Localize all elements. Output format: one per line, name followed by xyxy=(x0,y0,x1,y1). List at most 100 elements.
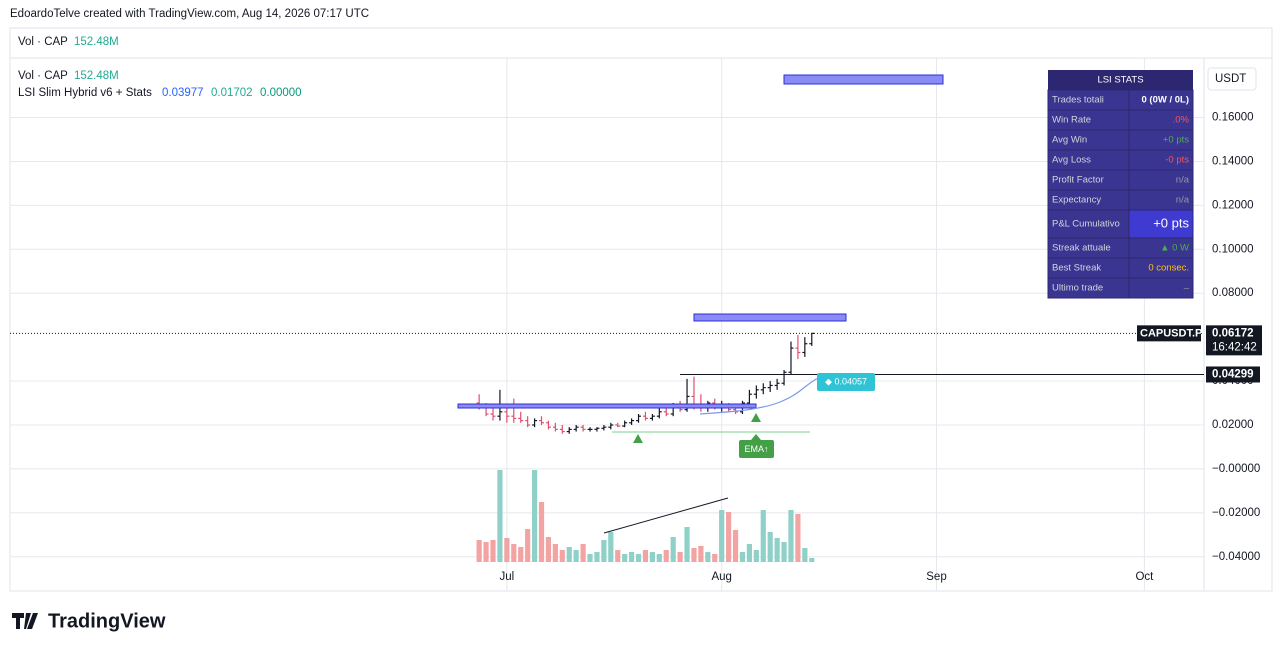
volume-name: Vol · CAP xyxy=(18,36,68,48)
ema-tag-box xyxy=(739,440,774,458)
volume-bar xyxy=(663,550,669,562)
level-box xyxy=(1206,366,1260,383)
ema-line xyxy=(699,377,819,415)
stats-label: Avg Loss xyxy=(1052,155,1091,166)
zone-box xyxy=(693,313,847,322)
y-tick-label: 0.10000 xyxy=(1212,243,1254,255)
stats-value: n/a xyxy=(1176,175,1190,186)
volume-bar xyxy=(559,550,565,562)
y-tick-label: 0.14000 xyxy=(1212,155,1254,167)
volume-bar xyxy=(739,552,746,562)
symbol-label: CAPUSDT.P xyxy=(1140,327,1202,339)
volume-bar xyxy=(504,538,510,562)
volume-bar xyxy=(601,540,607,562)
header: EdoardoTelve created with TradingView.co… xyxy=(10,8,369,20)
x-tick-label: Oct xyxy=(1135,571,1154,583)
indicator-name: LSI Slim Hybrid v6 + Stats xyxy=(18,87,152,99)
volume-bar xyxy=(767,532,773,562)
volume-bar xyxy=(719,510,725,562)
volume-bar xyxy=(573,550,579,562)
volume-bar xyxy=(698,546,704,562)
tag-pointer xyxy=(751,434,761,440)
volume-bar xyxy=(656,554,662,562)
stats-value: .0% xyxy=(1173,115,1190,126)
stats-title: LSI STATS xyxy=(1097,75,1143,86)
volume-bar xyxy=(511,544,517,562)
stats-table: LSI STATS Trades totali 0 (0W / 0L) Win Rat… xyxy=(1047,70,1194,299)
volume-bar xyxy=(691,548,697,562)
footer-logo: TradingView xyxy=(12,610,166,632)
last-price-label: 0.06172 xyxy=(1212,327,1254,339)
volume-value: 152.48M xyxy=(74,36,119,48)
stats-label: Trades totali xyxy=(1052,95,1104,106)
last-price-box xyxy=(1206,325,1262,356)
volume-bar xyxy=(622,554,628,562)
volume-bar xyxy=(774,538,780,562)
overlay-volume-value: 152.48M xyxy=(74,70,119,82)
volume-bar xyxy=(552,544,558,562)
plot: 0.160000.140000.120000.100000.080000.040… xyxy=(10,58,1260,591)
indicator-value: 0.01702 xyxy=(211,87,253,99)
y-tick-label: −0.02000 xyxy=(1212,507,1260,519)
volume-bar xyxy=(788,510,794,562)
stats-label: Ultimo trade xyxy=(1052,283,1103,294)
currency-box[interactable] xyxy=(1207,67,1257,91)
volume-bar xyxy=(587,554,593,562)
signal-triangle xyxy=(633,434,643,443)
volume-bar xyxy=(795,514,801,562)
stats-label: Avg Win xyxy=(1052,135,1087,146)
volume-bar xyxy=(531,470,538,562)
volume-bar xyxy=(781,542,787,562)
stats-label: Profit Factor xyxy=(1052,175,1104,186)
stats-label: Best Streak xyxy=(1052,263,1101,274)
footer: TradingView xyxy=(48,610,166,632)
countdown: 16:42:42 xyxy=(1212,341,1257,353)
x-tick-label: Sep xyxy=(926,571,946,583)
volume-bar xyxy=(497,470,503,562)
volume-bar xyxy=(490,540,496,562)
level-label: 0.04299 xyxy=(1212,369,1254,381)
volume-bar xyxy=(726,512,732,562)
volume-bar xyxy=(760,510,766,562)
volume-bar xyxy=(732,530,739,562)
volume-bar xyxy=(594,552,600,562)
volume-bar xyxy=(545,537,552,562)
currency: USDT xyxy=(1215,73,1246,85)
volume-bar xyxy=(802,548,808,562)
y-tick-label: −0.04000 xyxy=(1212,551,1260,563)
volume-bar xyxy=(538,502,545,562)
stats-value: +0 pts xyxy=(1163,135,1189,146)
volume-bar xyxy=(670,537,676,562)
volume-bar xyxy=(649,552,655,562)
stats-value: +0 pts xyxy=(1153,215,1189,230)
volume-bar xyxy=(580,544,586,562)
volume-bar xyxy=(753,550,759,562)
overlay-volume-name: Vol · CAP xyxy=(18,70,68,82)
stats-value: -0 pts xyxy=(1165,155,1189,166)
volume-bar xyxy=(712,554,718,562)
stats-label: P&L Cumulativo xyxy=(1052,219,1120,230)
volume-bar xyxy=(525,529,531,562)
volume-bar xyxy=(642,550,649,562)
stats-label: Expectancy xyxy=(1052,195,1101,206)
stats-value: n/a xyxy=(1176,195,1190,206)
stats-value-cell xyxy=(1128,209,1194,239)
volume-bar xyxy=(483,542,489,562)
stats-label-cell xyxy=(1047,209,1130,239)
y-tick-label: 0.08000 xyxy=(1212,287,1254,299)
stats-value: – xyxy=(1184,283,1190,294)
volume-bar xyxy=(809,558,815,562)
volume-bar xyxy=(566,547,572,562)
volume-bar xyxy=(746,544,753,562)
stats-value: ▲ 0 W xyxy=(1160,243,1189,254)
stats-value-cell xyxy=(1128,277,1194,299)
stats-header xyxy=(1048,70,1193,90)
volume-bar xyxy=(684,527,690,562)
stats-label: Streak attuale xyxy=(1052,243,1111,254)
volume-bar xyxy=(677,552,683,562)
x-tick-label: Jul xyxy=(500,571,515,583)
volume-bar xyxy=(518,547,524,562)
frame xyxy=(9,27,1273,592)
